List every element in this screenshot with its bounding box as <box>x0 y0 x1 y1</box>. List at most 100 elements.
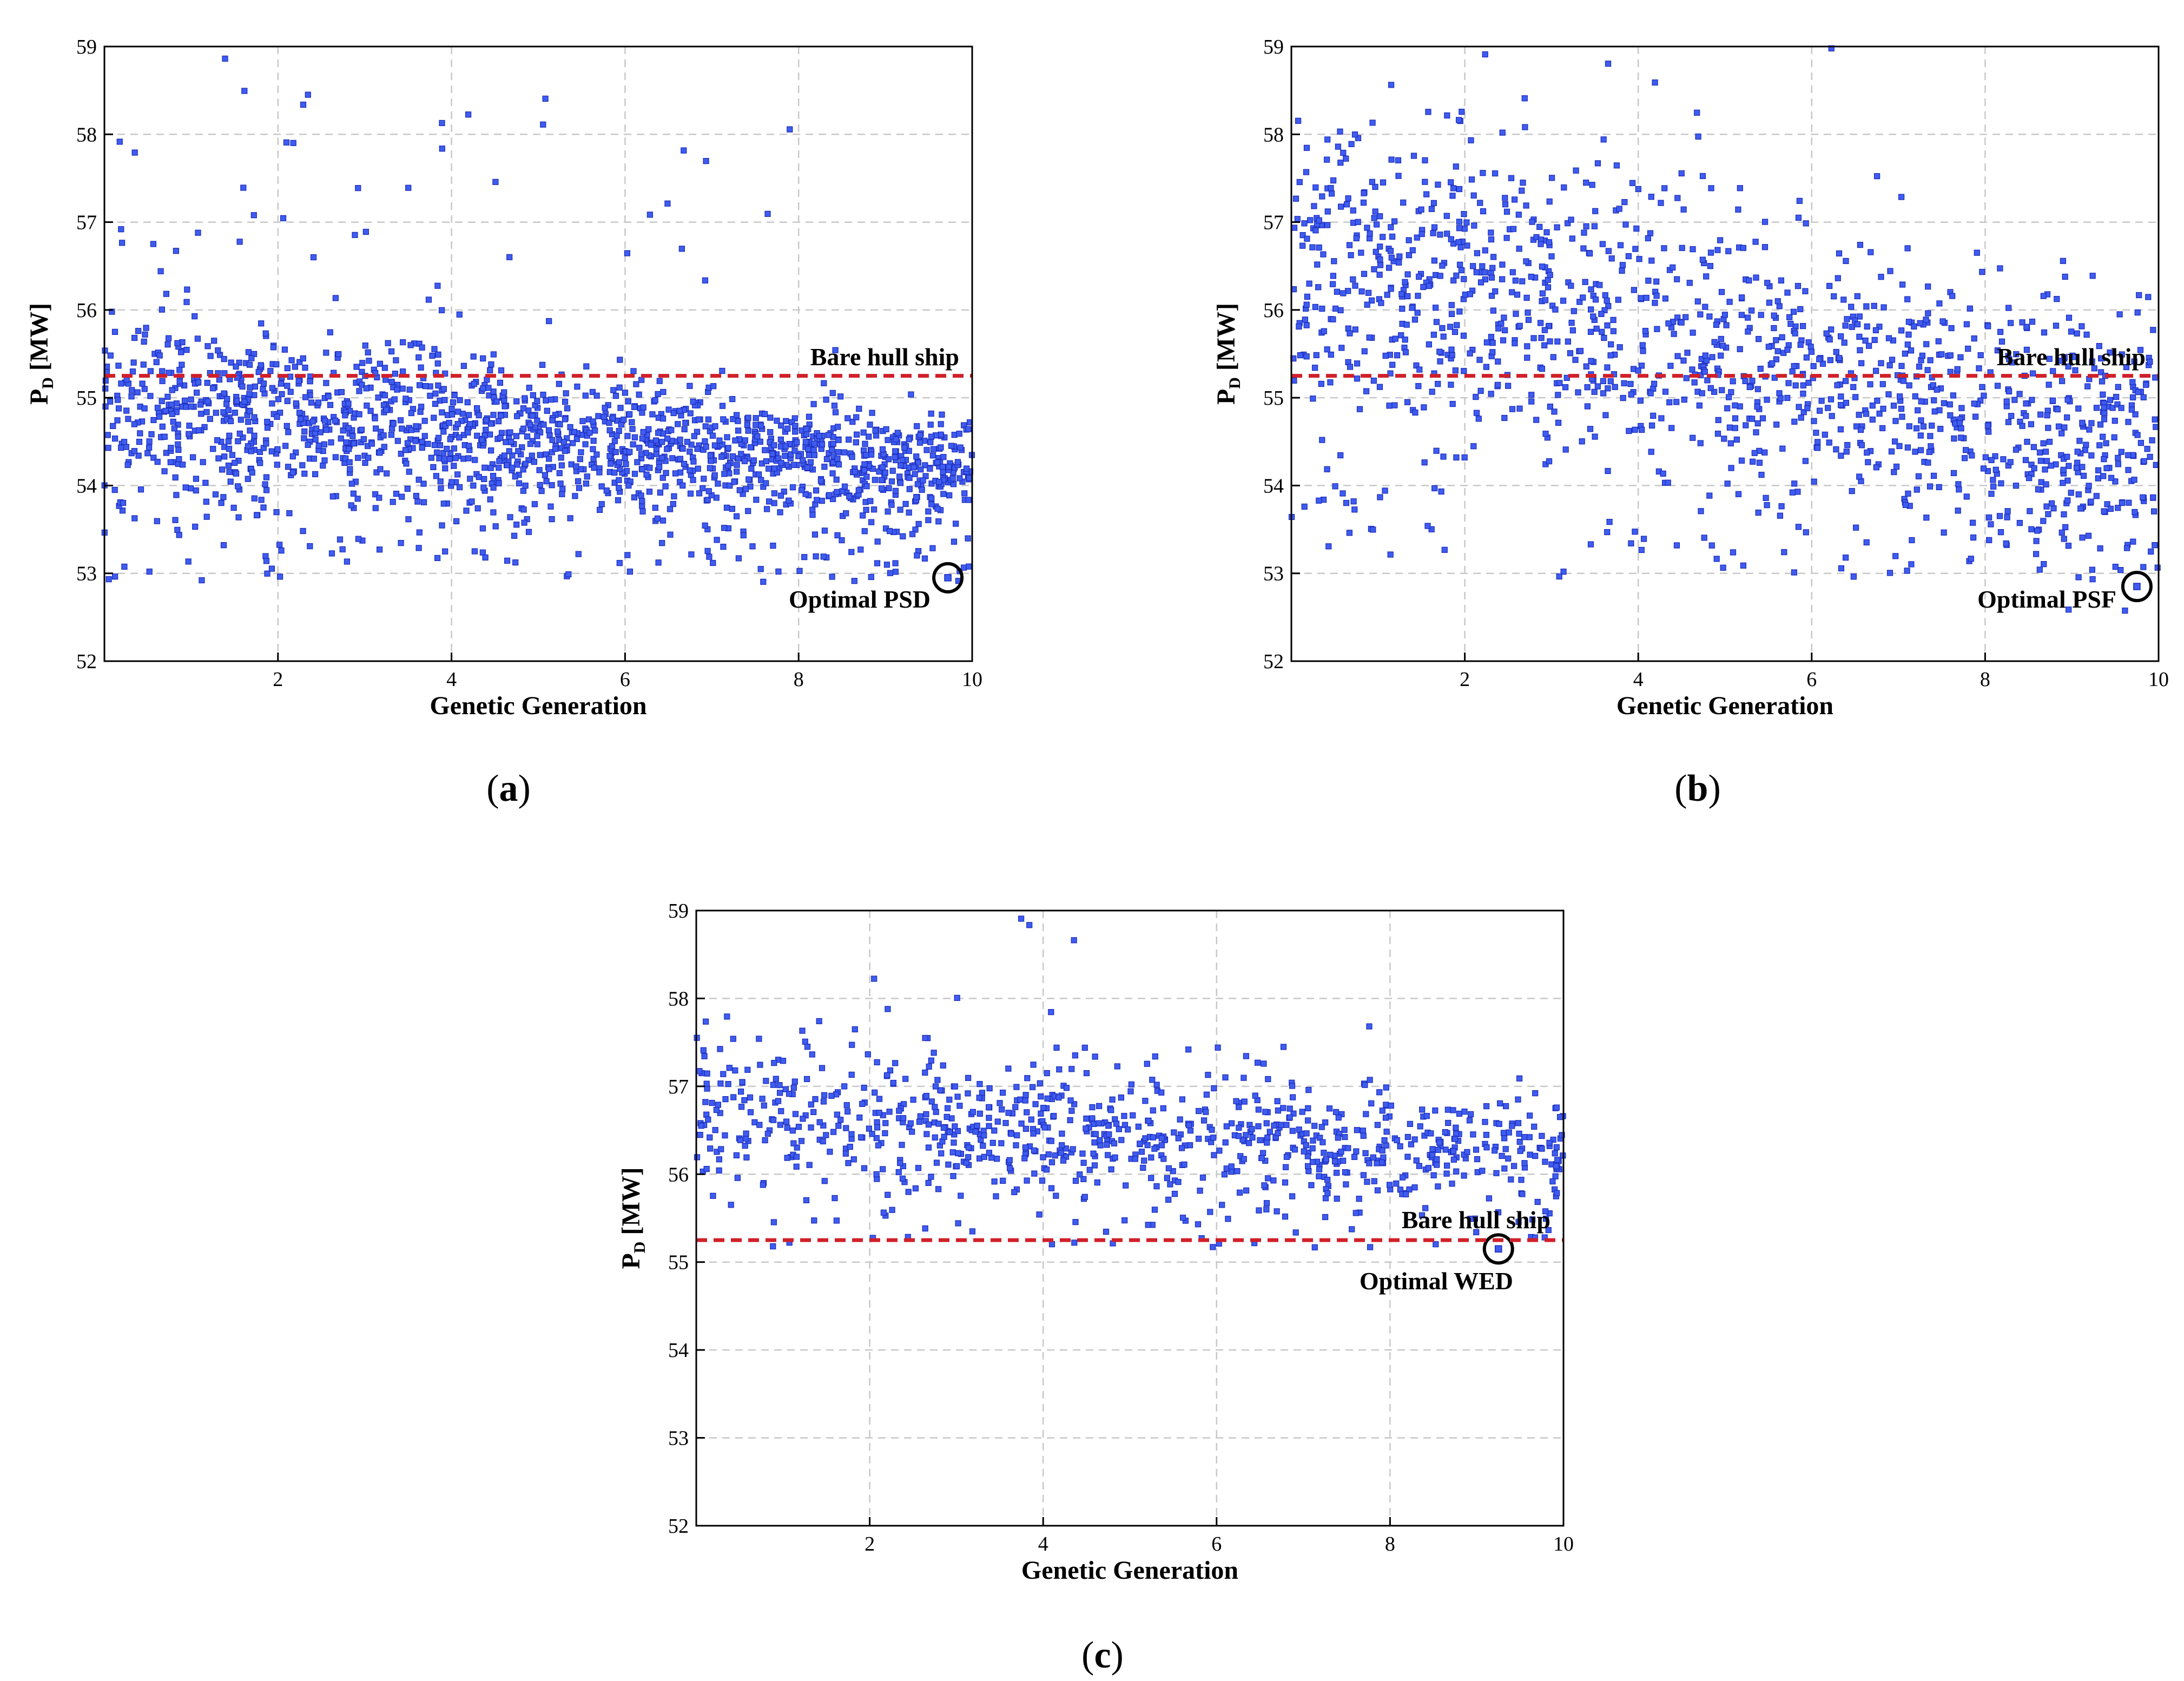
scatter-point <box>2064 397 2071 403</box>
scatter-point <box>1349 1226 1355 1232</box>
scatter-point <box>1546 198 1553 205</box>
scatter-point <box>1800 382 1806 388</box>
scatter-point <box>1523 258 1529 265</box>
scatter-point <box>1048 1185 1055 1191</box>
scatter-point <box>372 505 379 511</box>
scatter-point <box>1175 1135 1182 1142</box>
scatter-point <box>839 537 845 544</box>
scatter-point <box>1150 1134 1157 1141</box>
scatter-point <box>929 545 936 551</box>
scatter-point <box>934 459 941 466</box>
scatter-point <box>638 492 644 499</box>
scatter-point <box>1316 1166 1323 1172</box>
scatter-point <box>874 1059 880 1066</box>
scatter-point <box>1501 1165 1508 1172</box>
scatter-point <box>897 479 904 486</box>
scatter-point <box>1594 383 1601 390</box>
scatter-point <box>1490 307 1496 314</box>
scatter-point <box>1343 1181 1349 1188</box>
scatter-point <box>1400 1174 1406 1181</box>
scatter-point <box>1947 352 1954 359</box>
x-tick-label: 10 <box>1553 1533 1574 1555</box>
scatter-point <box>1425 109 1431 115</box>
scatter-point <box>1203 1109 1209 1115</box>
scatter-point <box>741 458 748 464</box>
scatter-point <box>2064 414 2070 421</box>
scatter-point <box>131 149 138 156</box>
scatter-point <box>1141 1157 1147 1164</box>
scatter-point <box>743 1154 750 1161</box>
scatter-point <box>1346 530 1352 536</box>
scatter-point <box>630 368 637 374</box>
scatter-point <box>1872 327 1879 334</box>
scatter-point <box>976 1110 983 1117</box>
scatter-point <box>1591 223 1598 229</box>
scatter-point <box>1711 388 1718 395</box>
scatter-point <box>419 438 425 445</box>
scatter-point <box>312 471 319 478</box>
scatter-point <box>1383 1084 1389 1091</box>
scatter-point <box>615 497 622 504</box>
scatter-point <box>438 307 445 313</box>
scatter-point <box>2111 434 2117 441</box>
scatter-point <box>1488 391 1494 397</box>
scatter-point <box>1754 386 1761 392</box>
scatter-point <box>1797 341 1804 348</box>
scatter-point <box>2134 309 2141 316</box>
scatter-point <box>1708 542 1715 549</box>
scatter-point <box>2058 358 2064 364</box>
scatter-point <box>236 239 243 245</box>
scatter-point <box>1633 225 1640 232</box>
scatter-point <box>264 570 270 577</box>
y-tick-label: 58 <box>668 987 689 1010</box>
scatter-point <box>2112 563 2119 570</box>
scatter-point <box>889 1207 895 1213</box>
scatter-point <box>1399 305 1406 312</box>
scatter-point <box>200 459 206 465</box>
scatter-point <box>2115 461 2121 467</box>
scatter-point <box>1431 258 1437 264</box>
scatter-point <box>1814 439 1821 445</box>
scatter-point <box>1305 1105 1311 1112</box>
scatter-point <box>2079 464 2086 470</box>
scatter-point <box>2130 394 2136 401</box>
scatter-point <box>2061 354 2068 360</box>
scatter-point <box>1265 1076 1271 1083</box>
scatter-point <box>1301 220 1308 227</box>
scatter-point <box>643 471 650 478</box>
scatter-point <box>2000 456 2007 463</box>
scatter-point <box>1941 400 1947 406</box>
scatter-point <box>1546 323 1552 329</box>
scatter-point <box>935 518 942 525</box>
scatter-point <box>139 380 146 387</box>
scatter-point <box>659 415 667 422</box>
scatter-point <box>894 430 901 436</box>
scatter-point <box>1874 398 1881 404</box>
scatter-point <box>2137 347 2144 353</box>
scatter-point <box>702 522 708 529</box>
scatter-point <box>221 355 227 362</box>
scatter-point <box>1678 319 1685 326</box>
scatter-point <box>1654 326 1660 332</box>
scatter-point <box>1167 1181 1173 1188</box>
scatter-point <box>2065 363 2071 370</box>
scatter-point <box>1546 1139 1553 1146</box>
scatter-point <box>1354 375 1361 382</box>
scatter-point <box>1720 564 1726 571</box>
scatter-point <box>210 446 216 452</box>
scatter-point <box>1350 207 1356 214</box>
scatter-point <box>1138 1149 1145 1155</box>
scatter-point <box>2045 511 2051 517</box>
scatter-point <box>2089 576 2096 583</box>
scatter-point <box>2074 449 2081 455</box>
scatter-point <box>791 423 799 429</box>
scatter-point <box>404 485 411 492</box>
scatter-point <box>1777 395 1784 401</box>
scatter-point <box>520 425 527 432</box>
scatter-point <box>448 411 456 418</box>
scatter-point <box>969 1228 976 1235</box>
scatter-point <box>2068 490 2074 496</box>
scatter-point <box>1376 272 1383 278</box>
scatter-point <box>543 397 549 404</box>
scatter-point <box>1072 1052 1079 1059</box>
